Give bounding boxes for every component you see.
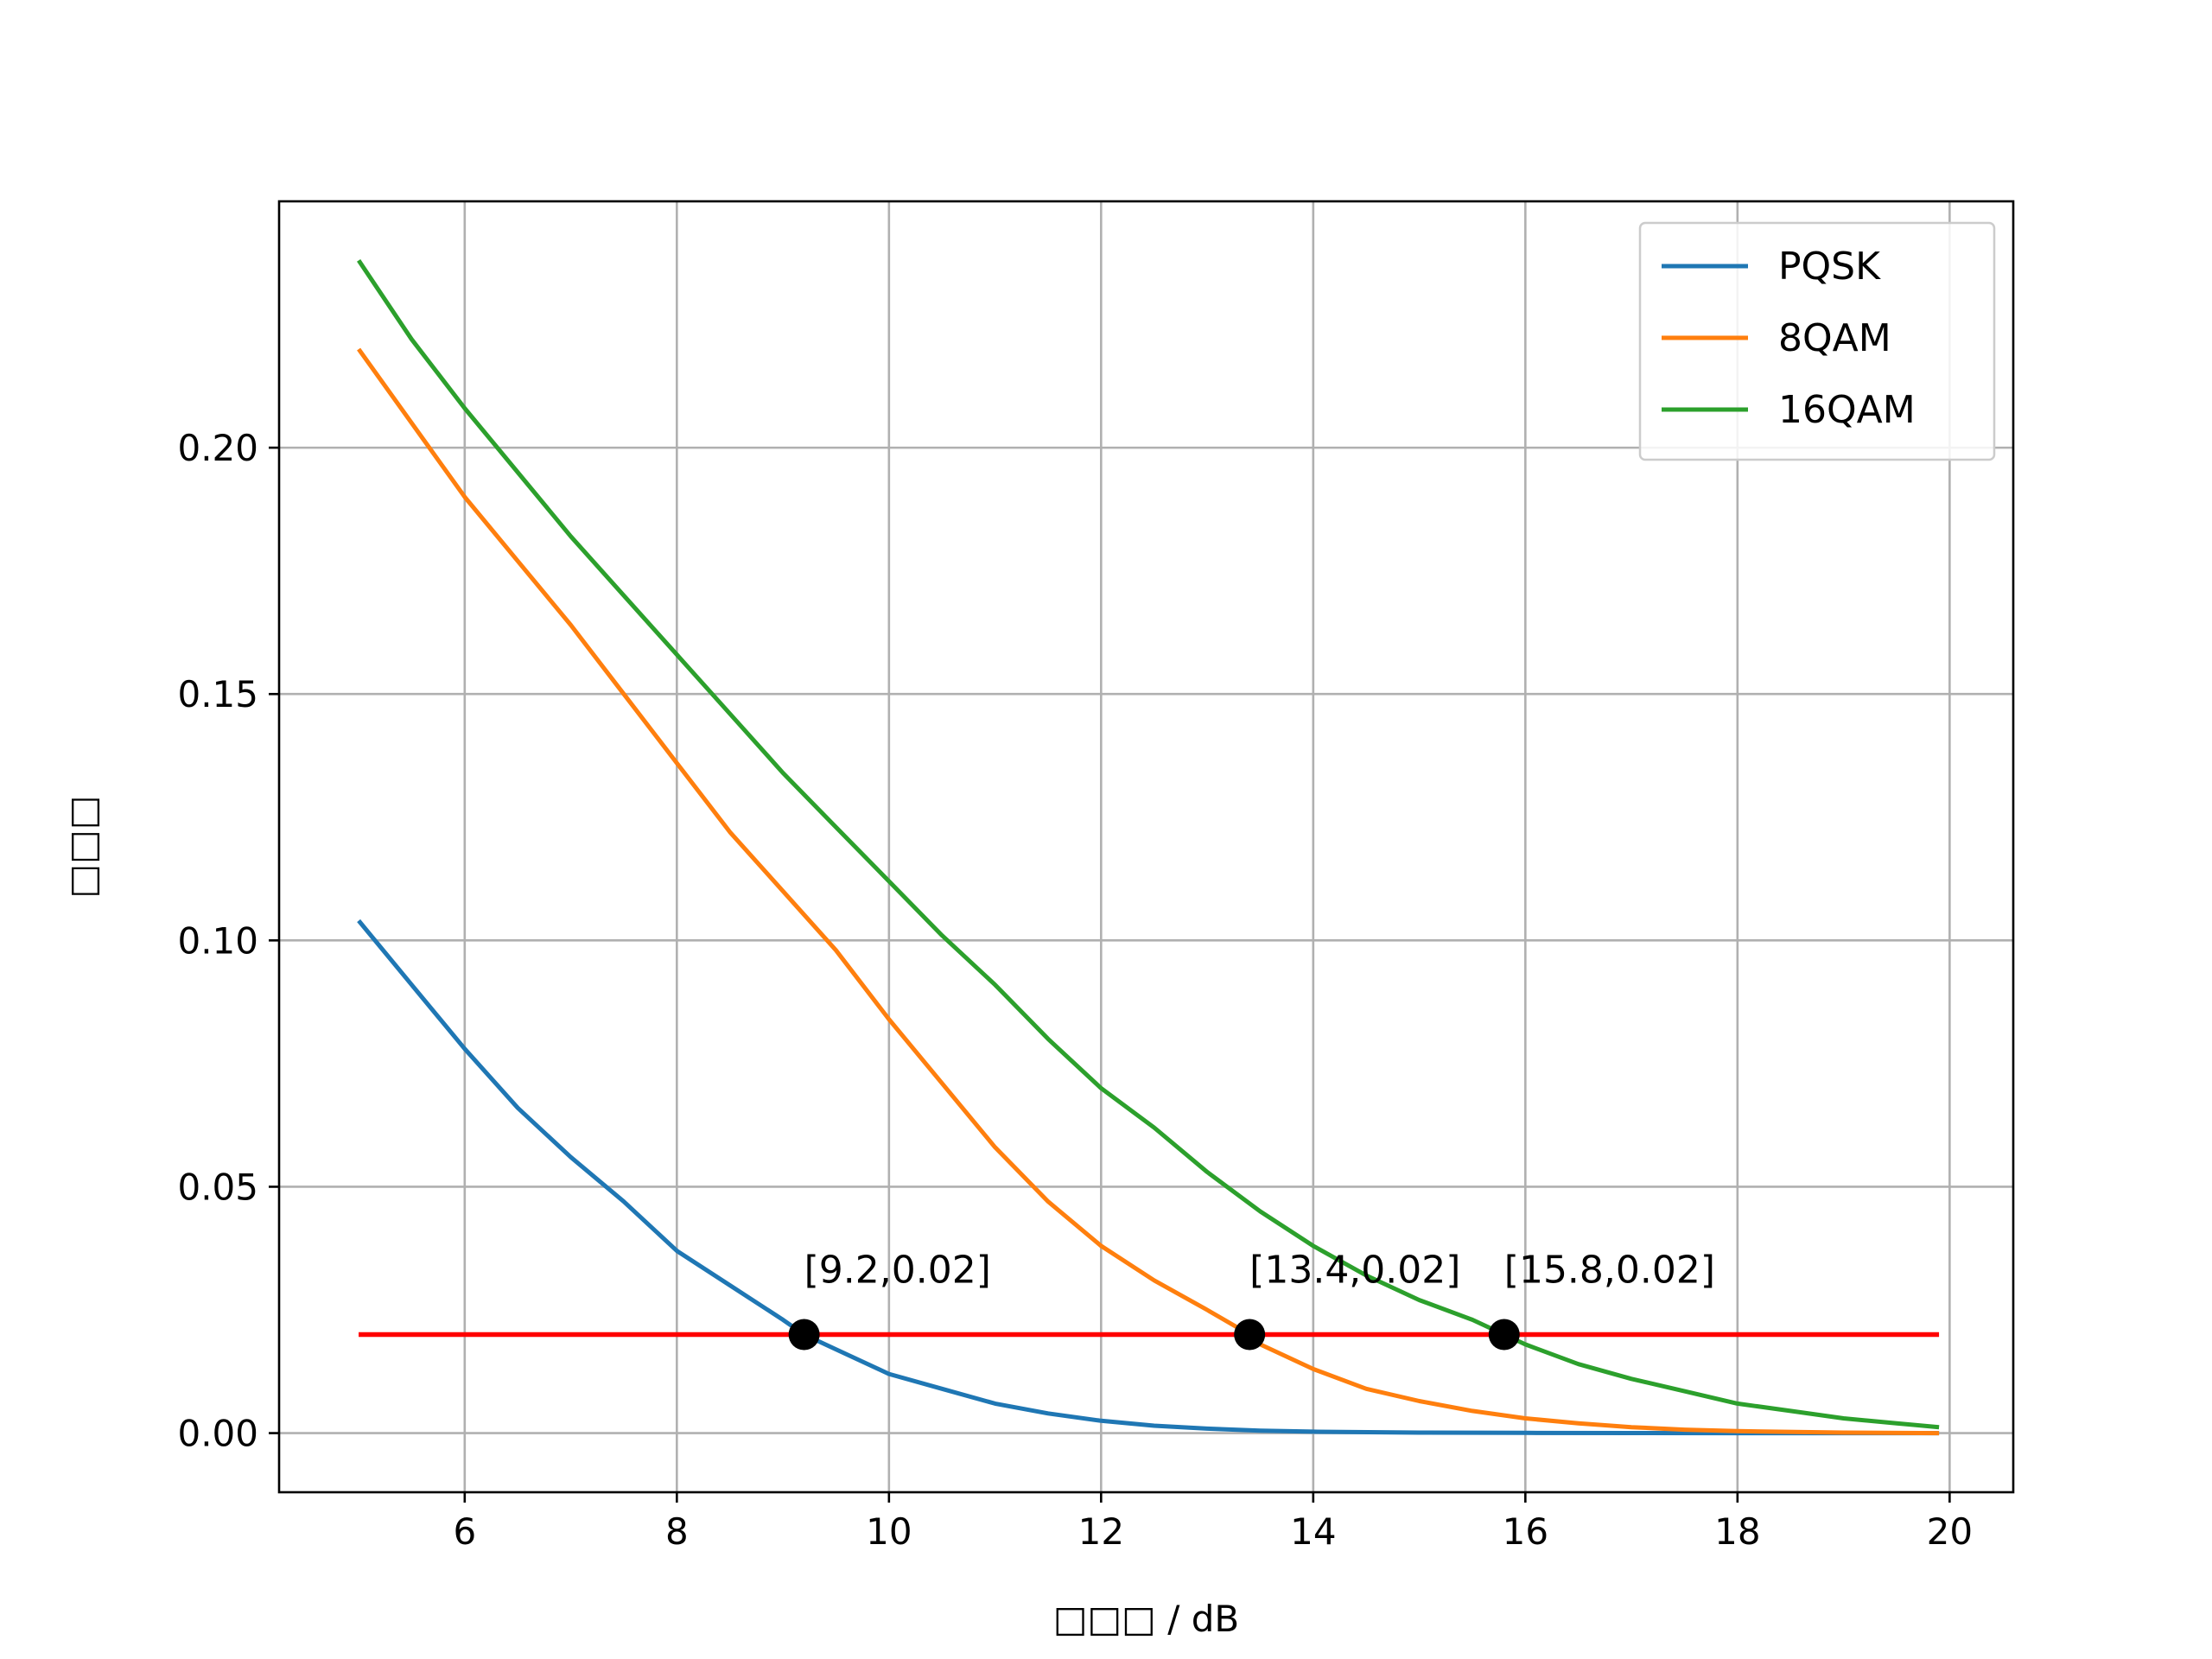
x-tick-label: 10 bbox=[866, 1510, 912, 1553]
x-tick-label: 12 bbox=[1078, 1510, 1124, 1553]
x-tick-label: 8 bbox=[665, 1510, 689, 1553]
annotation-markers: [9.2,0.02] [13.4,0.02] [15.8,0.02] bbox=[788, 1249, 1715, 1351]
annotation-label: [13.4,0.02] bbox=[1249, 1249, 1460, 1293]
legend-label: PQSK bbox=[1778, 245, 1881, 289]
y-axis-ticks: 0.00 0.05 0.10 0.15 0.20 bbox=[177, 427, 279, 1455]
x-axis-label: □□□ / dB bbox=[1053, 1598, 1239, 1640]
legend-label: 16QAM bbox=[1778, 388, 1916, 432]
y-axis-label: □□□ bbox=[61, 795, 104, 898]
y-tick-label: 0.00 bbox=[177, 1413, 258, 1455]
legend-label: 8QAM bbox=[1778, 316, 1891, 360]
series-line-16qam bbox=[357, 259, 1940, 1430]
annotation-marker bbox=[1488, 1319, 1520, 1351]
x-tick-label: 6 bbox=[453, 1510, 476, 1553]
y-tick-label: 0.10 bbox=[177, 919, 258, 962]
x-axis-ticks: 6 8 10 12 14 16 18 20 bbox=[453, 1492, 1973, 1553]
y-tick-label: 0.05 bbox=[177, 1166, 258, 1208]
x-tick-label: 14 bbox=[1290, 1510, 1336, 1553]
annotation-marker bbox=[788, 1319, 820, 1351]
y-tick-label: 0.20 bbox=[177, 427, 258, 469]
annotation-marker bbox=[1234, 1319, 1266, 1351]
legend-items: PQSK 8QAM 16QAM bbox=[1662, 245, 1916, 432]
legend: PQSK 8QAM 16QAM bbox=[1638, 221, 1996, 461]
y-tick-label: 0.15 bbox=[177, 673, 258, 715]
annotation-label: [15.8,0.02] bbox=[1504, 1249, 1715, 1293]
x-tick-label: 16 bbox=[1503, 1510, 1548, 1553]
series-line-8qam bbox=[357, 347, 1940, 1436]
legend-box bbox=[1638, 221, 1996, 461]
annotation-label: [9.2,0.02] bbox=[804, 1249, 991, 1293]
plot-frame bbox=[277, 200, 2015, 1494]
series-line-pqsk bbox=[357, 918, 1940, 1436]
x-tick-label: 18 bbox=[1714, 1510, 1760, 1553]
x-tick-label: 20 bbox=[1927, 1510, 1973, 1553]
series-lines bbox=[357, 259, 1940, 1436]
